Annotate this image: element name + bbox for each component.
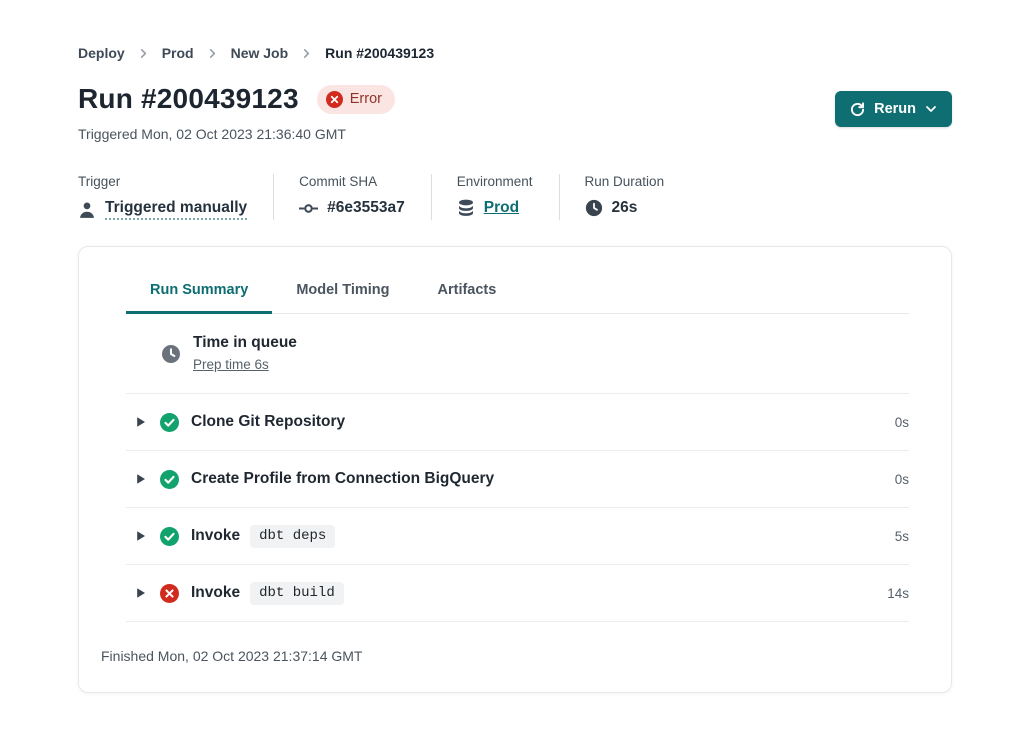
- run-meta-row: Trigger Triggered manually Commit SHA #6…: [78, 174, 952, 220]
- success-check-icon: [160, 469, 179, 489]
- chevron-right-icon: [207, 48, 218, 59]
- chevron-down-icon: [925, 103, 937, 115]
- trigger-value[interactable]: Triggered manually: [105, 199, 248, 220]
- chevron-right-icon: [138, 48, 149, 59]
- caret-right-icon[interactable]: [136, 587, 146, 599]
- breadcrumb-prod[interactable]: Prod: [161, 45, 194, 61]
- command-chip: dbt build: [250, 581, 344, 605]
- environment-link[interactable]: Prod: [483, 199, 520, 216]
- breadcrumb-current-run: Run #200439123: [325, 45, 435, 61]
- refresh-icon: [850, 101, 865, 117]
- chevron-right-icon: [301, 48, 312, 59]
- meta-environment: Environment Prod: [457, 174, 560, 220]
- queue-row: Time in queue Prep time 6s: [126, 314, 909, 394]
- breadcrumb: Deploy Prod New Job Run #200439123: [78, 45, 952, 61]
- error-circle-icon: [325, 90, 343, 108]
- tab-artifacts[interactable]: Artifacts: [437, 282, 497, 298]
- step-row-invoke-dbt-build: Invoke dbt build 14s: [126, 565, 909, 622]
- meta-trigger-label: Trigger: [78, 174, 121, 189]
- tab-run-summary[interactable]: Run Summary: [126, 273, 273, 314]
- page-title: Run #200439123: [78, 83, 299, 114]
- step-duration: 0s: [894, 414, 909, 430]
- step-duration: 14s: [887, 585, 909, 601]
- success-check-icon: [160, 412, 179, 432]
- caret-right-icon[interactable]: [136, 416, 146, 428]
- step-duration: 5s: [894, 528, 909, 544]
- step-title: Clone Git Repository: [191, 413, 346, 430]
- meta-run-duration: Run Duration 26s: [585, 174, 691, 220]
- meta-trigger: Trigger Triggered manually: [78, 174, 275, 220]
- prep-time-link[interactable]: Prep time 6s: [193, 356, 269, 372]
- rerun-button[interactable]: Rerun: [835, 91, 952, 127]
- meta-environment-label: Environment: [456, 174, 533, 189]
- error-circle-icon: [160, 583, 179, 603]
- header: Run #200439123 Error Triggered Mon, 02 O…: [78, 83, 952, 142]
- step-row-clone-git: Clone Git Repository 0s: [126, 394, 909, 451]
- run-detail-page: Deploy Prod New Job Run #200439123 Run #…: [0, 45, 1030, 693]
- database-icon: [457, 199, 475, 217]
- step-title: Create Profile from Connection BigQuery: [191, 470, 495, 487]
- tab-model-timing[interactable]: Model Timing: [296, 282, 390, 298]
- status-badge: Error: [316, 84, 395, 114]
- breadcrumb-new-job[interactable]: New Job: [230, 45, 289, 61]
- run-summary-card: Run Summary Model Timing Artifacts Time …: [78, 246, 952, 693]
- breadcrumb-deploy[interactable]: Deploy: [78, 45, 125, 61]
- step-title: Invoke: [191, 527, 241, 544]
- finished-timestamp: Finished Mon, 02 Oct 2023 21:37:14 GMT: [101, 648, 363, 664]
- caret-right-icon[interactable]: [136, 530, 146, 542]
- success-check-icon: [160, 526, 179, 546]
- tab-bar: Run Summary Model Timing Artifacts: [126, 273, 909, 314]
- commit-sha-value: #6e3553a7: [327, 199, 405, 216]
- meta-commit-sha: Commit SHA #6e3553a7: [299, 174, 432, 220]
- triggered-timestamp: Triggered Mon, 02 Oct 2023 21:36:40 GMT: [78, 126, 346, 142]
- meta-duration-label: Run Duration: [584, 174, 665, 189]
- meta-commit-label: Commit SHA: [299, 174, 378, 189]
- step-row-create-profile: Create Profile from Connection BigQuery …: [126, 451, 909, 508]
- clock-icon: [585, 199, 603, 217]
- queue-title: Time in queue: [193, 333, 297, 351]
- step-title: Invoke: [191, 584, 241, 601]
- command-chip: dbt deps: [250, 524, 336, 548]
- caret-right-icon[interactable]: [136, 473, 146, 485]
- queue-clock-icon: [161, 344, 181, 364]
- user-icon: [78, 201, 96, 219]
- run-duration-value: 26s: [611, 199, 638, 216]
- git-commit-icon: [299, 202, 319, 215]
- status-badge-label: Error: [349, 91, 382, 107]
- step-row-invoke-dbt-deps: Invoke dbt deps 5s: [126, 508, 909, 565]
- step-duration: 0s: [894, 471, 909, 487]
- rerun-button-label: Rerun: [874, 101, 916, 117]
